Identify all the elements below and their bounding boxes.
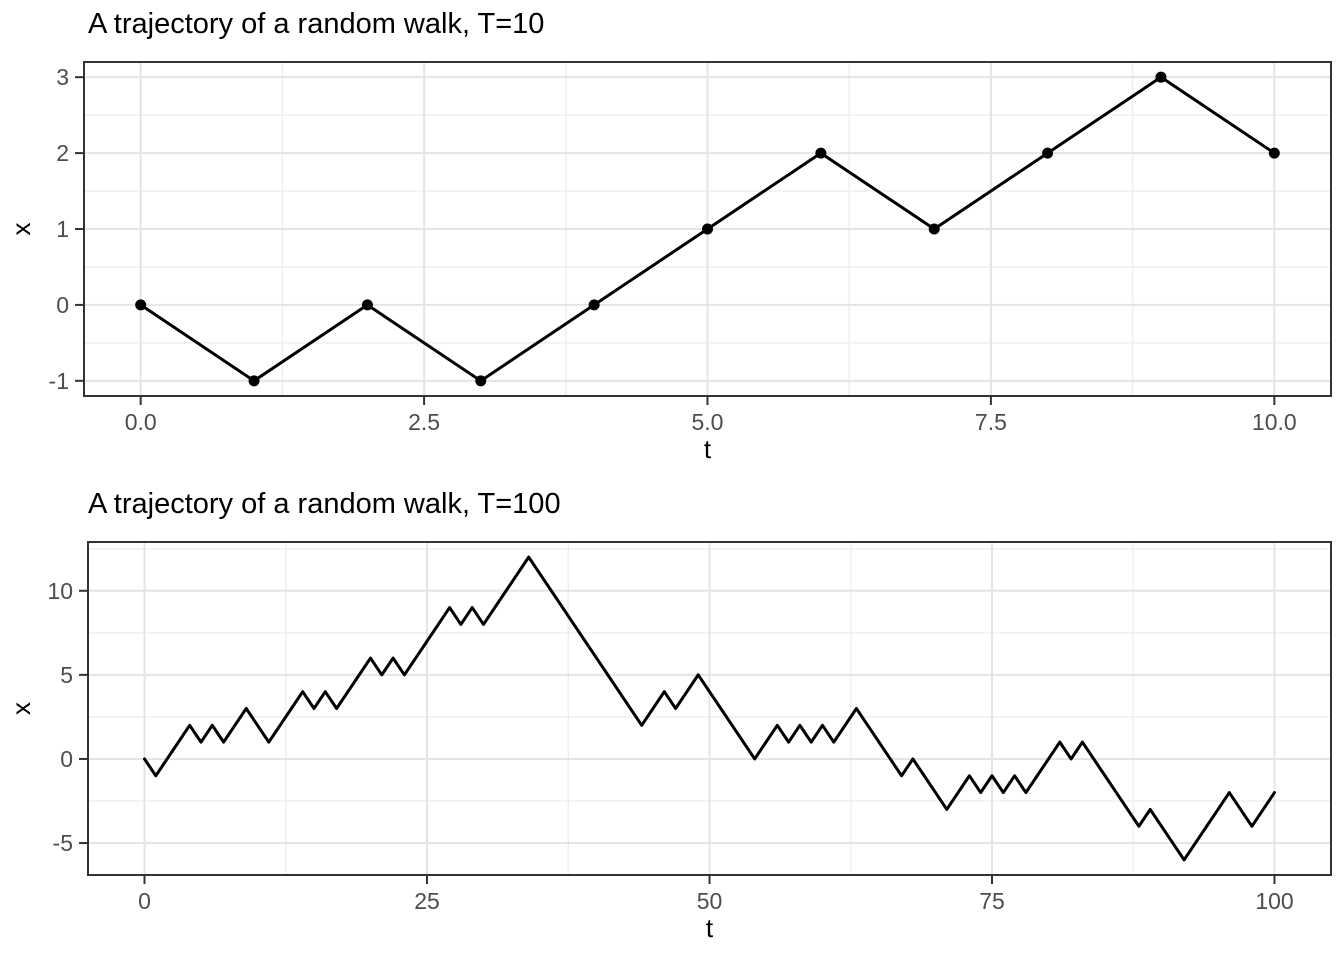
- x-tick-label: 7.5: [975, 409, 1007, 435]
- walk-line: [143, 555, 1276, 862]
- data-point: [135, 299, 147, 311]
- x-tick-label: 50: [697, 888, 723, 914]
- x-tick-label: 0.0: [125, 409, 157, 435]
- x-tick-label: 5.0: [692, 409, 724, 435]
- chart-title: A trajectory of a random walk, T=10: [88, 8, 544, 40]
- data-point: [1268, 147, 1280, 159]
- x-tick-label: 75: [979, 888, 1005, 914]
- chart-random-walk-t10: 0.0 2.5 5.0 7.5 10.0 -1 0 1 2 3 A trajectory of a …: [6, 8, 1332, 464]
- y-tick-label: 0: [56, 292, 69, 318]
- y-tick-label: 2: [56, 140, 69, 166]
- x-tick-label: 25: [414, 888, 440, 914]
- y-tick-label: -5: [53, 830, 73, 856]
- x-tick-label: 0: [138, 888, 151, 914]
- y-axis-label: x: [6, 223, 36, 236]
- y-tick-label: 3: [56, 64, 69, 90]
- chart-random-walk-t100: 0 25 50 75 100 -5 0 5 10 A trajectory of a random…: [6, 488, 1332, 943]
- y-tick-label: 10: [47, 578, 73, 604]
- data-point: [248, 375, 260, 387]
- data-point: [928, 223, 940, 235]
- y-tick-label: 1: [56, 216, 69, 242]
- chart-title: A trajectory of a random walk, T=100: [88, 488, 561, 520]
- x-axis-label: t: [704, 434, 712, 464]
- x-axis-label: t: [706, 913, 714, 943]
- x-tick-label: 100: [1255, 888, 1293, 914]
- data-point: [1155, 71, 1167, 83]
- data-point: [1042, 147, 1054, 159]
- x-tick-label: 10.0: [1252, 409, 1297, 435]
- panel-border: [87, 541, 1332, 876]
- data-point: [815, 147, 827, 159]
- data-point: [361, 299, 373, 311]
- data-point: [475, 375, 487, 387]
- y-axis-label: x: [6, 702, 36, 715]
- y-tick-label: -1: [49, 368, 69, 394]
- x-tick-label: 2.5: [408, 409, 440, 435]
- y-tick-label: 0: [60, 746, 73, 772]
- panel-border: [83, 61, 1332, 397]
- y-tick-label: 5: [60, 662, 73, 688]
- data-point: [702, 223, 713, 235]
- data-point: [588, 299, 600, 311]
